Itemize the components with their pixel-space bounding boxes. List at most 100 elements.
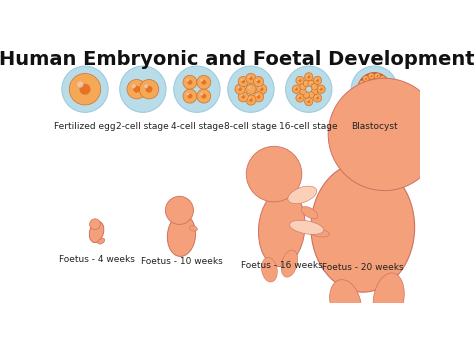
Circle shape	[382, 78, 384, 80]
Circle shape	[319, 88, 323, 91]
Circle shape	[241, 80, 245, 83]
Text: 16-cell stage: 16-cell stage	[280, 122, 338, 131]
Circle shape	[260, 88, 264, 91]
Circle shape	[256, 94, 258, 96]
Circle shape	[385, 82, 386, 83]
Circle shape	[301, 90, 303, 91]
Circle shape	[370, 75, 373, 77]
Circle shape	[361, 93, 362, 95]
Text: Foetus - 20 weeks: Foetus - 20 weeks	[322, 263, 403, 272]
Circle shape	[311, 88, 318, 95]
Circle shape	[308, 80, 314, 87]
Circle shape	[144, 84, 148, 88]
Circle shape	[381, 98, 383, 100]
Circle shape	[374, 73, 381, 79]
Circle shape	[383, 80, 390, 87]
Circle shape	[370, 101, 373, 103]
Circle shape	[298, 96, 300, 97]
Circle shape	[201, 93, 203, 95]
Circle shape	[188, 94, 192, 98]
Circle shape	[313, 90, 314, 91]
Ellipse shape	[290, 220, 324, 234]
Circle shape	[303, 80, 310, 87]
Circle shape	[127, 79, 146, 99]
Circle shape	[77, 81, 83, 88]
Circle shape	[376, 101, 378, 103]
Ellipse shape	[98, 238, 105, 244]
Circle shape	[139, 79, 159, 99]
Circle shape	[316, 96, 319, 100]
Circle shape	[363, 96, 369, 103]
Ellipse shape	[301, 207, 318, 219]
Ellipse shape	[281, 250, 298, 277]
Text: Fertilized egg: Fertilized egg	[54, 122, 116, 131]
Circle shape	[380, 76, 386, 82]
Circle shape	[254, 92, 264, 102]
Circle shape	[363, 76, 369, 82]
Circle shape	[307, 75, 310, 78]
Circle shape	[351, 66, 398, 113]
Circle shape	[183, 75, 197, 89]
Ellipse shape	[262, 258, 277, 282]
Circle shape	[361, 82, 362, 83]
Circle shape	[292, 85, 301, 93]
Circle shape	[386, 88, 387, 89]
Circle shape	[228, 66, 274, 113]
Ellipse shape	[288, 186, 317, 204]
Circle shape	[315, 96, 317, 97]
Ellipse shape	[311, 162, 415, 292]
Circle shape	[359, 80, 365, 87]
Circle shape	[248, 97, 250, 100]
Circle shape	[380, 96, 386, 103]
Circle shape	[186, 79, 189, 82]
Circle shape	[308, 92, 314, 98]
Circle shape	[368, 73, 374, 79]
Circle shape	[299, 79, 301, 82]
Circle shape	[376, 75, 377, 76]
Text: Foetus - 4 weeks: Foetus - 4 weeks	[59, 255, 135, 264]
Circle shape	[305, 93, 306, 95]
Circle shape	[315, 78, 317, 80]
Circle shape	[254, 77, 264, 87]
Ellipse shape	[89, 221, 104, 242]
Circle shape	[384, 86, 391, 92]
Circle shape	[248, 87, 250, 89]
Circle shape	[307, 75, 309, 77]
Circle shape	[303, 92, 310, 98]
Circle shape	[317, 85, 325, 93]
Circle shape	[201, 80, 206, 85]
Circle shape	[376, 75, 378, 77]
Circle shape	[296, 76, 304, 85]
Ellipse shape	[190, 226, 197, 231]
Circle shape	[296, 94, 304, 102]
Circle shape	[374, 99, 381, 106]
Circle shape	[305, 82, 306, 83]
Circle shape	[246, 84, 256, 94]
Circle shape	[370, 101, 371, 102]
Circle shape	[299, 96, 301, 100]
Circle shape	[249, 98, 253, 102]
Circle shape	[90, 219, 100, 229]
Circle shape	[165, 196, 193, 224]
Circle shape	[133, 86, 140, 93]
Circle shape	[385, 94, 388, 96]
Circle shape	[132, 84, 136, 88]
Circle shape	[313, 85, 314, 87]
Circle shape	[238, 88, 242, 91]
Circle shape	[310, 93, 311, 95]
Circle shape	[305, 97, 313, 106]
Circle shape	[368, 99, 374, 106]
Circle shape	[248, 76, 250, 78]
Circle shape	[383, 92, 390, 98]
Circle shape	[319, 87, 321, 89]
Circle shape	[241, 94, 243, 96]
Text: Human Embryonic and Foetal Development: Human Embryonic and Foetal Development	[0, 50, 474, 69]
Circle shape	[295, 88, 298, 91]
Circle shape	[286, 66, 332, 113]
Circle shape	[197, 75, 211, 89]
Circle shape	[300, 83, 306, 90]
Circle shape	[237, 87, 239, 89]
Circle shape	[246, 95, 256, 105]
Circle shape	[120, 66, 166, 113]
Circle shape	[259, 87, 261, 89]
